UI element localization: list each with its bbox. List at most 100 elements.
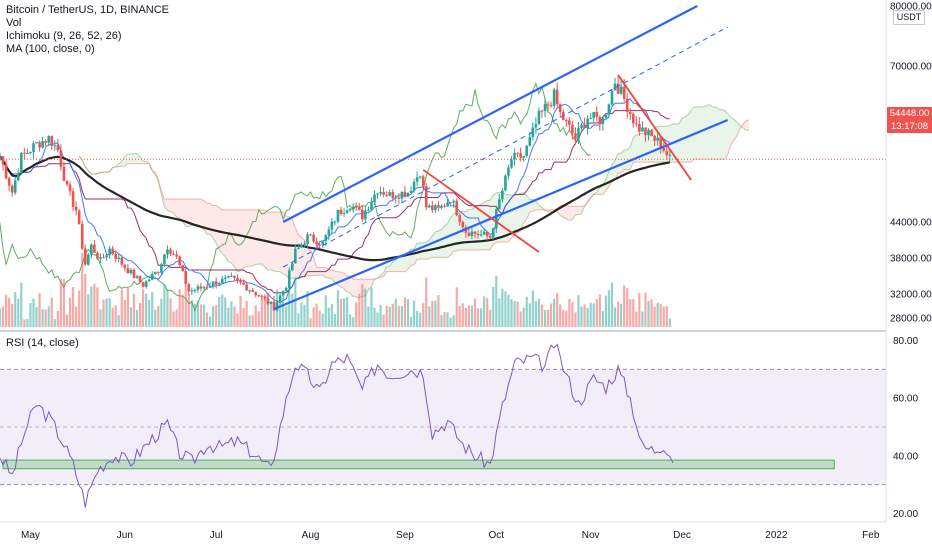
volume-bar <box>537 298 541 327</box>
candle-body <box>568 120 571 125</box>
rsi-pane[interactable] <box>0 343 886 508</box>
candle-body <box>525 145 529 157</box>
currency-unit-label[interactable]: USDT <box>893 10 925 25</box>
volume-bar <box>565 310 568 327</box>
volume-bar <box>315 303 318 327</box>
cloud-segment <box>140 157 144 164</box>
candle-body <box>473 231 477 234</box>
volume-bar <box>0 308 2 327</box>
volume-bar <box>656 302 659 327</box>
volume-bar <box>105 298 108 327</box>
cloud-segment <box>258 209 262 265</box>
candle-body <box>1 156 5 165</box>
cloud-segment <box>538 204 542 210</box>
senkou-span-b <box>78 119 750 280</box>
cloud-segment <box>164 198 168 211</box>
candle-body <box>260 295 264 297</box>
volume-bar <box>549 303 553 327</box>
descending-trendline[interactable] <box>617 74 692 181</box>
candle-body <box>230 275 233 277</box>
candle-body <box>592 111 596 119</box>
price-pane[interactable] <box>0 0 886 330</box>
volume-bar <box>251 315 254 327</box>
volume-bar <box>574 312 577 327</box>
cloud-segment <box>264 209 268 271</box>
channel-upper-line[interactable] <box>282 5 698 223</box>
candle-body <box>68 184 72 192</box>
cloud-segment <box>730 117 734 146</box>
cloud-segment <box>599 185 603 195</box>
cloud-segment <box>255 209 259 265</box>
time-tick-label: Oct <box>489 530 505 541</box>
volume-bar <box>479 308 483 327</box>
time-axis[interactable]: May Jun Jul Aug Sep Oct Nov Dec 2022 Feb <box>0 521 932 541</box>
volume-bar <box>641 311 644 327</box>
candle-body <box>388 192 392 196</box>
volume-bar <box>562 309 565 327</box>
rsi-tick-label: 80.00 <box>893 336 918 347</box>
cloud-segment <box>572 206 576 220</box>
candle-body <box>613 83 617 91</box>
rsi-support-box[interactable] <box>2 459 835 470</box>
candle-body <box>172 253 175 255</box>
cloud-segment <box>274 212 278 272</box>
cloud-segment <box>219 207 223 254</box>
candle-body <box>108 248 111 256</box>
candle-body <box>141 282 145 287</box>
cloud-segment <box>636 134 640 163</box>
price-tick-label: 70000.00 <box>890 62 932 73</box>
volume-bar <box>190 299 193 327</box>
candle-body <box>604 114 608 118</box>
volume-bar <box>218 296 221 327</box>
volume-bar <box>635 311 638 327</box>
channel-middle-line[interactable] <box>282 26 728 268</box>
candle-body <box>607 104 611 115</box>
volume-bar <box>163 284 166 327</box>
volume-bar <box>355 302 358 327</box>
volume-bar <box>580 306 583 327</box>
channel-lower-line[interactable] <box>273 118 729 311</box>
candle-body <box>153 271 157 275</box>
time-tick-label: Jul <box>210 530 223 541</box>
cloud-segment <box>621 150 625 173</box>
candle-body <box>446 202 449 207</box>
volume-bar <box>93 283 96 327</box>
legend-ichimoku[interactable]: Ichimoku (9, 26, 52, 26) <box>6 30 122 42</box>
candle-body <box>659 137 662 148</box>
legend-rsi[interactable]: RSI (14, close) <box>6 337 79 349</box>
cloud-segment <box>520 192 524 232</box>
legend-vol[interactable]: Vol <box>6 17 22 29</box>
cloud-segment <box>237 209 241 273</box>
descending-trendline[interactable] <box>422 169 540 253</box>
time-tick-label: Feb <box>862 530 880 541</box>
cloud-segment <box>173 198 177 218</box>
candle-body <box>458 215 462 222</box>
symbol-title[interactable]: Bitcoin / TetherUS, 1D, BINANCE <box>6 4 170 16</box>
cloud-segment <box>328 269 332 279</box>
candle-body <box>278 295 282 303</box>
cloud-segment <box>490 195 494 250</box>
cloud-segment <box>213 205 217 244</box>
volume-bar <box>528 303 531 327</box>
volume-bar <box>543 309 547 327</box>
price-axis[interactable]: 80000.0070000.0060000.0044000.0038000.00… <box>885 0 932 550</box>
volume-bar <box>8 297 11 327</box>
candle-body <box>312 234 315 242</box>
volume-bar <box>102 299 105 327</box>
volume-bar <box>14 292 17 327</box>
volume-bar <box>38 293 41 327</box>
candle-body <box>217 283 221 285</box>
volume-bar <box>659 304 662 327</box>
volume-bar <box>376 312 379 327</box>
candle-body <box>263 296 267 299</box>
candle-body <box>321 241 325 245</box>
cloud-segment <box>225 209 229 262</box>
price-tick-label: 38000.00 <box>890 254 932 265</box>
volume-bar <box>221 294 224 327</box>
legend-ma[interactable]: MA (100, close, 0) <box>6 43 95 55</box>
cloud-segment <box>167 198 171 212</box>
candle-body <box>501 190 504 200</box>
candle-body <box>455 200 459 216</box>
cloud-segment <box>289 216 293 279</box>
